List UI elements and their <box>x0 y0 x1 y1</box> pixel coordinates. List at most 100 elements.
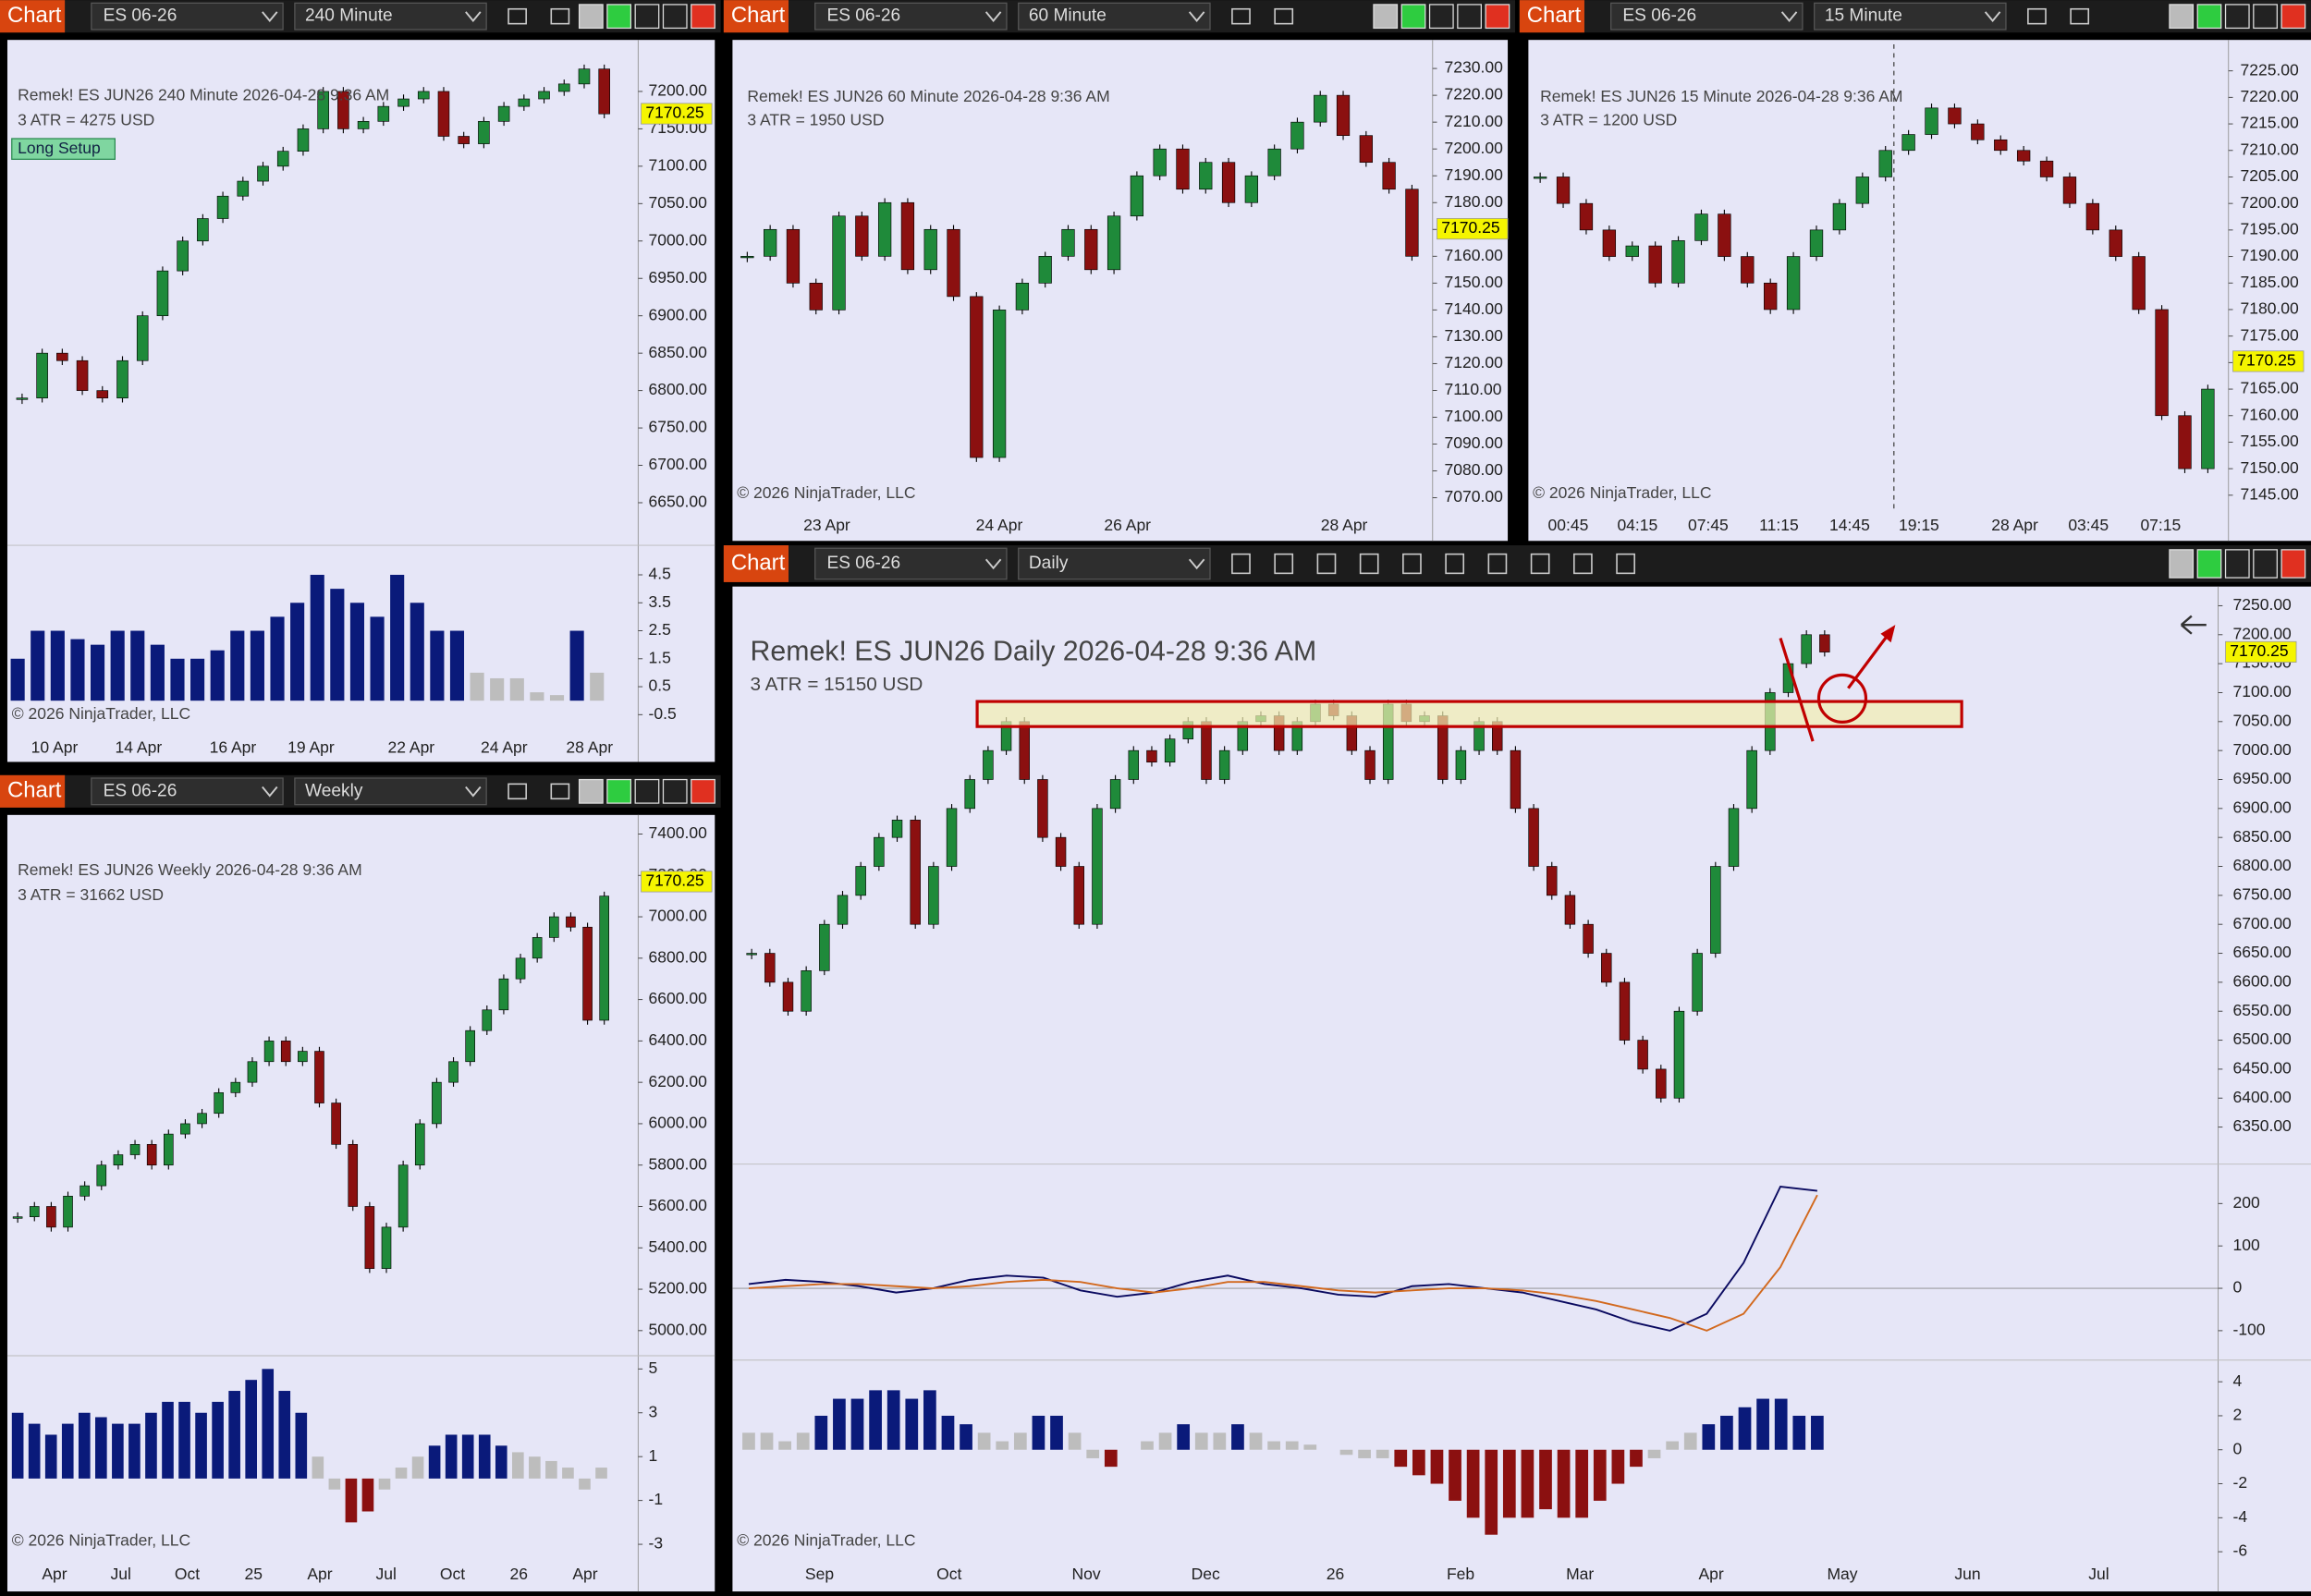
candle <box>1176 148 1190 190</box>
histogram-bar <box>1177 1424 1191 1450</box>
window-control[interactable] <box>578 4 604 30</box>
window-control[interactable] <box>2224 549 2250 579</box>
window-control[interactable] <box>691 778 715 804</box>
chart-button[interactable] <box>723 0 789 33</box>
chart-button-label[interactable]: Chart <box>7 778 62 803</box>
x-tick-label: Jul <box>376 1565 397 1583</box>
candle <box>298 1051 308 1063</box>
toolbar-icon[interactable] <box>1316 553 1337 575</box>
histogram-bar <box>905 1398 919 1450</box>
window-control[interactable] <box>606 778 632 804</box>
window-control[interactable] <box>662 778 688 804</box>
candle <box>1199 162 1213 190</box>
window-control[interactable] <box>2224 4 2250 30</box>
x-tick-label: 14 Apr <box>116 738 163 757</box>
window-control[interactable] <box>2253 549 2278 579</box>
chart-button[interactable] <box>1519 0 1584 33</box>
toolbar-icon[interactable] <box>1231 7 1251 25</box>
interval-selector[interactable] <box>294 2 487 30</box>
chart-title: Remek! ES JUN26 Daily 2026-04-28 9:36 AM <box>751 636 1317 666</box>
toolbar-icon[interactable] <box>1231 553 1251 575</box>
chart-button[interactable] <box>723 545 789 582</box>
candle <box>1130 175 1144 217</box>
window-control[interactable] <box>2253 4 2278 30</box>
toolbar-icon[interactable] <box>1530 553 1550 575</box>
instrument-selector[interactable] <box>814 547 1008 580</box>
candle <box>1037 779 1048 838</box>
interval-selector[interactable] <box>1814 2 2007 30</box>
instrument-label[interactable]: ES 06-26 <box>104 781 177 800</box>
toolbar-icon[interactable] <box>2027 7 2047 25</box>
interval-label[interactable]: 60 Minute <box>1029 6 1107 26</box>
toolbar-icon[interactable] <box>550 783 570 800</box>
toolbar-icon[interactable] <box>2070 7 2090 25</box>
instrument-selector[interactable] <box>91 777 284 806</box>
window-control[interactable] <box>2196 549 2222 579</box>
window-control[interactable] <box>1485 4 1510 30</box>
interval-label[interactable]: Daily <box>1029 554 1069 573</box>
toolbar-icon[interactable] <box>1445 553 1465 575</box>
candle <box>1602 229 1617 257</box>
window-control[interactable] <box>578 778 604 804</box>
chart-button-label[interactable]: Chart <box>731 550 786 575</box>
candle <box>900 201 915 271</box>
window-control[interactable] <box>691 4 715 30</box>
x-tick-label: 25 <box>244 1565 262 1583</box>
instrument-selector[interactable] <box>91 2 284 30</box>
instrument-label[interactable]: ES 06-26 <box>826 6 900 26</box>
candle <box>599 895 610 1021</box>
toolbar-icon[interactable] <box>550 7 570 25</box>
window-control[interactable] <box>2169 549 2195 579</box>
toolbar-icon[interactable] <box>507 7 527 25</box>
candle <box>786 228 801 284</box>
instrument-label[interactable]: ES 06-26 <box>1622 6 1696 26</box>
instrument-label[interactable]: ES 06-26 <box>826 554 900 573</box>
chart-button-label[interactable]: Chart <box>731 3 786 28</box>
dropdown-arrow <box>465 11 482 22</box>
toolbar-icon[interactable] <box>1402 553 1422 575</box>
interval-label[interactable]: Weekly <box>305 781 363 800</box>
toolbar-icon[interactable] <box>1274 7 1294 25</box>
candle <box>992 310 1007 458</box>
toolbar-icon[interactable] <box>507 783 527 800</box>
chart-button[interactable] <box>0 0 66 33</box>
chart-button[interactable] <box>0 774 66 808</box>
window-control[interactable] <box>2196 4 2222 30</box>
window-control[interactable] <box>662 4 688 30</box>
window-control[interactable] <box>2280 549 2306 579</box>
window-control[interactable] <box>2280 4 2306 30</box>
interval-selector[interactable] <box>294 777 487 806</box>
instrument-selector[interactable] <box>1610 2 1804 30</box>
histogram-bar <box>1738 1407 1752 1450</box>
chart-button-label[interactable]: Chart <box>7 3 62 28</box>
window-control[interactable] <box>2169 4 2195 30</box>
window-control[interactable] <box>1400 4 1426 30</box>
toolbar-icon[interactable] <box>1616 553 1635 575</box>
interval-selector[interactable] <box>1018 547 1211 580</box>
toolbar-icon[interactable] <box>1359 553 1379 575</box>
instrument-label[interactable]: ES 06-26 <box>104 6 177 26</box>
window-control[interactable] <box>1428 4 1454 30</box>
interval-selector[interactable] <box>1018 2 1211 30</box>
window-control[interactable] <box>1373 4 1399 30</box>
x-tick-label: 28 Apr <box>1991 516 2038 534</box>
toolbar-icon[interactable] <box>1274 553 1294 575</box>
interval-label[interactable]: 15 Minute <box>1825 6 1902 26</box>
back-arrow[interactable] <box>2180 615 2207 635</box>
window-control[interactable] <box>634 4 660 30</box>
histogram-bar <box>1557 1449 1571 1518</box>
histogram-bar <box>1593 1449 1607 1501</box>
candle <box>598 68 610 115</box>
histogram-bar <box>31 630 45 701</box>
toolbar-icon[interactable] <box>1573 553 1593 575</box>
interval-label[interactable]: 240 Minute <box>305 6 393 26</box>
window-control[interactable] <box>606 4 632 30</box>
histogram-bar <box>178 1401 190 1479</box>
window-control[interactable] <box>634 778 660 804</box>
toolbar-icon[interactable] <box>1487 553 1508 575</box>
chart-button-label[interactable]: Chart <box>1527 3 1582 28</box>
window-control[interactable] <box>1457 4 1482 30</box>
instrument-selector[interactable] <box>814 2 1008 30</box>
y-tick-label: 7200.00 <box>2232 624 2292 642</box>
